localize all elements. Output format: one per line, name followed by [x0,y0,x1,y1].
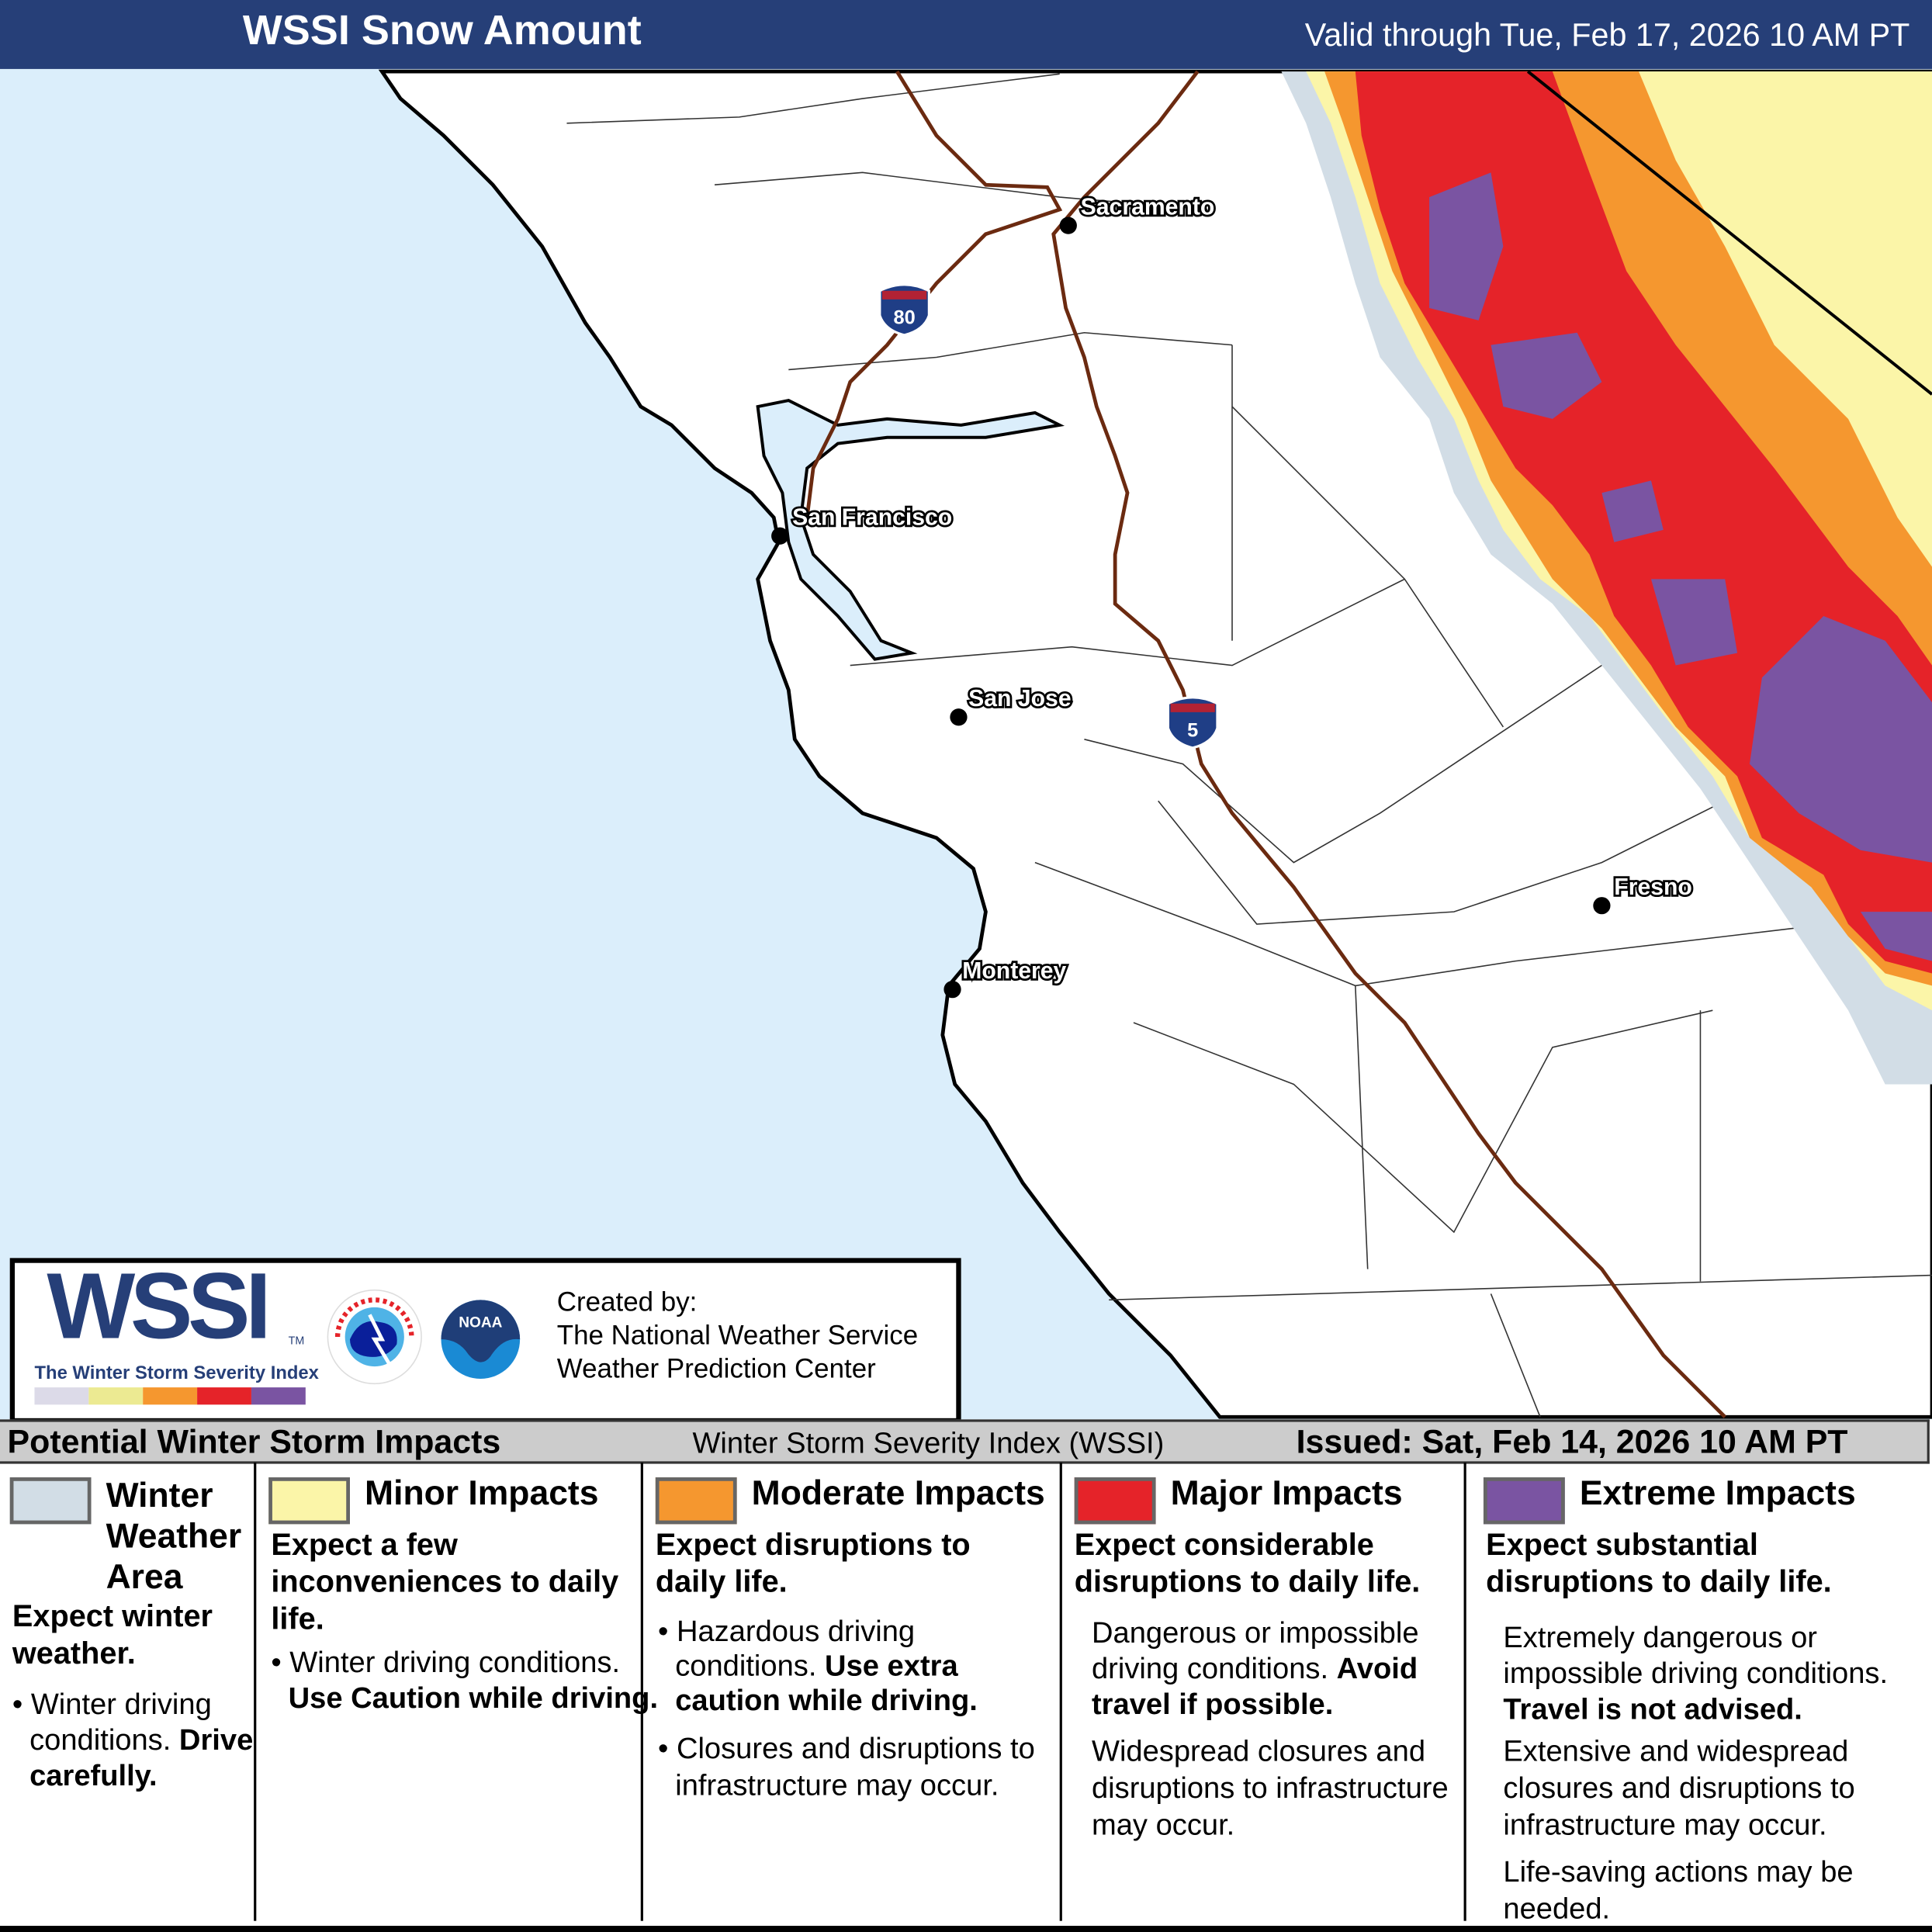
county-lines [566,73,1932,1418]
legend-minor: Minor Impacts Expect a few inconvenience… [254,1462,658,1921]
cat-bullet: Life-saving actions may be needed. [1503,1854,1897,1928]
cat-title: Minor Impacts [365,1473,599,1512]
impact-legend: Winter Weather Area Expect winter weathe… [0,1462,1932,1932]
cat-bullet: Extremely dangerous or impossible drivin… [1503,1620,1928,1727]
cat-title: Major Impacts [1170,1473,1403,1512]
cat-bullet: • Closures and disruptions to infrastruc… [657,1732,1035,1803]
issued-time: Issued: Sat, Feb 14, 2026 10 AM PT [1296,1423,1848,1460]
bullet-bold: Use extra caution while driving. [675,1650,978,1718]
bullet-text: Dangerous or impossible driving conditio… [1091,1616,1419,1686]
cat-bullet: • Winter driving conditions. Drive caref… [12,1688,254,1793]
cat-bullet: • Hazardous driving conditions. Use extr… [657,1615,978,1718]
city-fresno: Fresno [1614,874,1692,900]
noaa-text: NOAA [459,1314,502,1331]
wssi-logo: WSSI [47,1254,271,1359]
created-by: Created by: [556,1286,698,1317]
city-dot [771,527,789,545]
legend-moderate: Moderate Impacts Expect disruptions to d… [640,1462,1060,1921]
legend-major: Major Impacts Expect considerable disrup… [1059,1462,1464,1921]
credit-text: Created by: The National Weather Service… [557,1285,918,1385]
legend-header-bar: Potential Winter Storm Impacts Winter St… [0,1419,1930,1464]
shield-5: 5 [1166,696,1219,750]
bullet-text: Closures and disruptions to infrastructu… [675,1732,1035,1803]
city-sacramento: Sacramento [1081,194,1215,220]
credit-org-wpc: Weather Prediction Center [556,1352,876,1384]
highways [805,70,1726,1418]
bullet-text: Life-saving actions may be needed. [1503,1855,1854,1927]
cat-bullet: Dangerous or impossible driving conditio… [1092,1615,1461,1723]
highway-i80 [805,70,1063,518]
cat-headline: Expect disruptions to daily life. [655,1528,971,1600]
bullet-text: Extremely dangerous or impossible drivin… [1503,1621,1889,1691]
shield-80: 80 [878,283,930,337]
swatch-moderate [655,1477,737,1525]
city-dot [950,708,968,726]
legend-title: Potential Winter Storm Impacts [7,1423,501,1460]
state-border [1526,70,1932,396]
snow-impact-areas [1281,71,1932,1085]
nws-logo-icon [327,1289,422,1385]
bay [756,399,1065,661]
shield-80-label: 80 [893,307,915,329]
extreme-impacts-area [1749,616,1932,863]
bullet-text: Winter driving conditions. [289,1646,621,1680]
cities: Sacramento San Francisco San Jose Monter… [771,192,1695,999]
legend-index-name: Winter Storm Severity Index (WSSI) [692,1426,1165,1460]
header-bar: WSSI Snow Amount Valid through Tue, Feb … [0,0,1932,69]
bullet-bold: Travel is not advised. [1503,1692,1802,1726]
shield-5-label: 5 [1187,720,1198,742]
city-dot [943,981,961,999]
city-dot [1059,216,1077,234]
city-dot [1593,897,1611,915]
cat-bullet: • Winter driving conditions. Use Caution… [271,1646,659,1716]
city-san-francisco: San Francisco [792,504,952,530]
extreme-impacts-area [1429,172,1504,320]
legend-winter-weather: Winter Weather Area Expect winter weathe… [8,1463,254,1921]
bullet-bold: Avoid travel if possible. [1091,1652,1418,1722]
extreme-impacts-area [1601,480,1664,542]
cat-headline: Expect considerable disruptions to daily… [1074,1528,1421,1600]
extreme-impacts-area [1650,579,1738,666]
logo-panel: WSSI TM The Winter Storm Severity Index … [9,1254,961,1424]
swatch-minor [268,1477,350,1525]
wssi-subtitle: The Winter Storm Severity Index [34,1362,319,1384]
cat-headline: Expect a few inconveniences to daily lif… [271,1528,619,1636]
cat-title: Winter Weather Area [106,1476,242,1596]
city-monterey: Monterey [962,958,1066,984]
cat-title: Moderate Impacts [751,1473,1045,1512]
legend-extreme: Extreme Impacts Expect substantial disru… [1463,1462,1932,1926]
extreme-impacts-area [1491,332,1602,419]
extreme-impacts-area [1860,912,1932,961]
noaa-logo-icon: NOAA [431,1290,530,1389]
map-title: WSSI Snow Amount [242,7,642,54]
wssi-tm: TM [288,1334,305,1347]
cat-headline: Expect winter weather. [12,1599,213,1671]
bullet-text: Extensive and widespread closures and di… [1503,1734,1855,1843]
cat-bullet: Extensive and widespread closures and di… [1503,1733,1897,1844]
highway-i5 [1051,70,1726,1418]
city-san-jose: San Jose [968,686,1071,712]
cat-title: Extreme Impacts [1579,1473,1856,1512]
bullet-bold: Use Caution while driving. [288,1681,659,1716]
map: 80 5 Sacramento San Francisco San Jose M… [0,68,1932,1420]
bullet-bold: Drive carefully. [29,1723,254,1793]
swatch-winter [9,1477,92,1525]
bullet-text: Widespread closures and disruptions to i… [1091,1734,1449,1843]
cat-headline: Expect substantial disruptions to daily … [1486,1528,1832,1600]
swatch-extreme [1483,1477,1565,1525]
bullet-text: Winter driving conditions. [29,1688,212,1757]
swatch-major [1074,1477,1156,1525]
valid-time: Valid through Tue, Feb 17, 2026 10 AM PT [1304,16,1910,54]
bullet-text: Hazardous driving conditions. [675,1615,916,1684]
cat-bullet: Widespread closures and disruptions to i… [1092,1733,1461,1844]
bottom-border [0,1926,1932,1932]
credit-org-nws: The National Weather Service [556,1319,919,1351]
wssi-color-bar [34,1387,306,1405]
